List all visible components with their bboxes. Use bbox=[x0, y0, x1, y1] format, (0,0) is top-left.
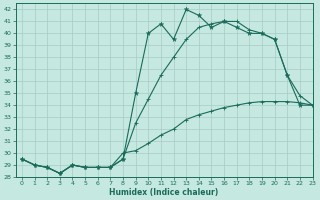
X-axis label: Humidex (Indice chaleur): Humidex (Indice chaleur) bbox=[109, 188, 219, 197]
